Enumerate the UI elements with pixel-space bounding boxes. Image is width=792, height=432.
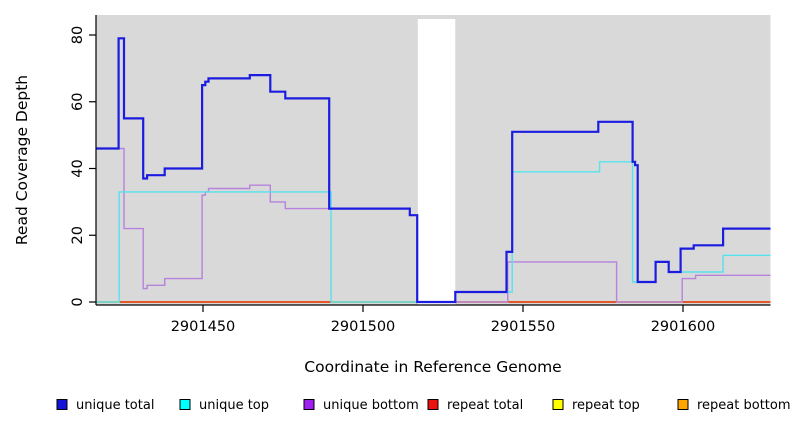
x-tick-2901450: 2901450 <box>171 319 236 335</box>
legend-label-0: unique total <box>76 398 154 413</box>
legend-label-2: unique bottom <box>323 398 419 413</box>
x-tick-2901600: 2901600 <box>651 319 716 335</box>
y-tick-40: 40 <box>70 159 86 177</box>
gap-band <box>417 19 456 305</box>
x-tick-labels: 2901450 2901500 2901550 2901600 <box>171 319 716 335</box>
y-axis-title: Read Coverage Depth <box>13 75 31 245</box>
legend-swatch-3 <box>427 399 439 410</box>
legend-swatch-1 <box>179 399 191 410</box>
legend-label-4: repeat top <box>572 398 640 413</box>
legend-label-1: unique top <box>199 398 269 413</box>
chart-legend: unique total unique top unique bottom re… <box>56 398 791 413</box>
y-tick-labels: 0 20 40 60 80 <box>70 26 86 307</box>
series-unique-total <box>96 37 771 304</box>
legend-label-5: repeat bottom <box>697 398 791 413</box>
x-tick-2901500: 2901500 <box>331 319 396 335</box>
legend-swatch-2 <box>303 399 315 410</box>
series-unique-bottom <box>96 147 771 303</box>
x-tick-2901550: 2901550 <box>491 319 556 335</box>
x-axis-title: Coordinate in Reference Genome <box>304 358 561 376</box>
legend-label-3: repeat total <box>447 398 523 413</box>
y-tick-0: 0 <box>70 297 86 306</box>
legend-swatch-5 <box>677 399 689 410</box>
axes <box>89 15 771 312</box>
y-tick-20: 20 <box>70 226 86 244</box>
y-tick-80: 80 <box>70 26 86 44</box>
legend-swatch-4 <box>552 399 564 410</box>
legend-swatch-0 <box>56 399 68 410</box>
y-tick-60: 60 <box>70 93 86 111</box>
